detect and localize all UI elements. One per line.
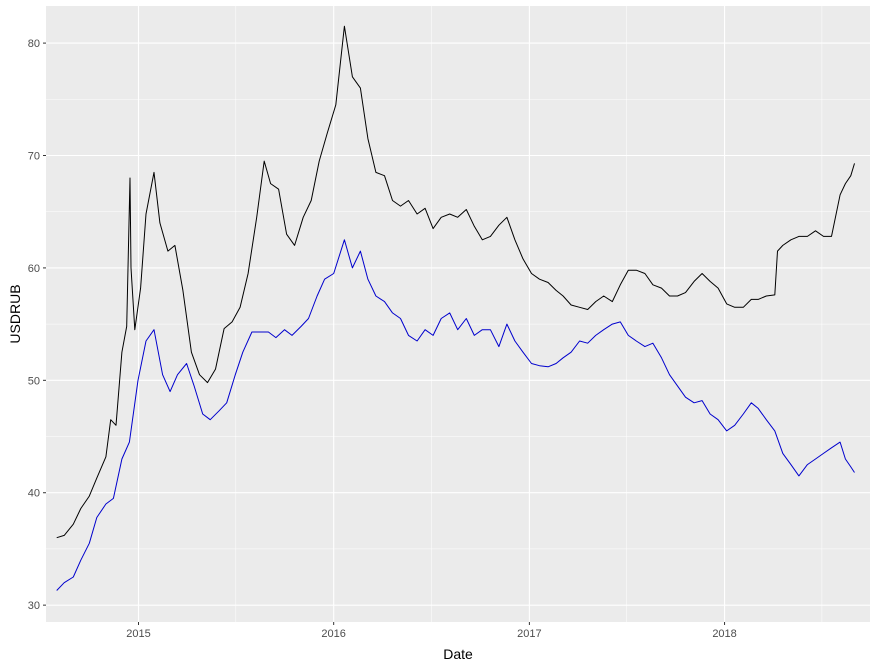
x-axis-ticks: 2015 2016 2017 2018 <box>126 622 737 640</box>
y-tick-label: 40 <box>28 488 40 500</box>
x-tick-label: 2017 <box>517 628 541 640</box>
y-axis-ticks: 30 40 50 60 70 80 <box>28 38 46 612</box>
x-axis-title: Date <box>443 646 473 662</box>
series-line-2 <box>56 239 855 591</box>
plot-panel <box>46 6 870 622</box>
major-gridlines <box>46 6 870 622</box>
series-line-1 <box>56 25 855 539</box>
x-tick-label: 2015 <box>126 628 150 640</box>
y-tick-label: 50 <box>28 375 40 387</box>
y-axis-title: USDRUB <box>7 284 23 343</box>
series-layer <box>56 25 855 591</box>
y-tick-label: 80 <box>28 38 40 50</box>
minor-gridlines <box>46 6 870 622</box>
y-tick-label: 60 <box>28 263 40 275</box>
x-tick-label: 2016 <box>321 628 345 640</box>
x-tick-label: 2018 <box>712 628 736 640</box>
y-tick-label: 70 <box>28 151 40 163</box>
y-tick-label: 30 <box>28 600 40 612</box>
